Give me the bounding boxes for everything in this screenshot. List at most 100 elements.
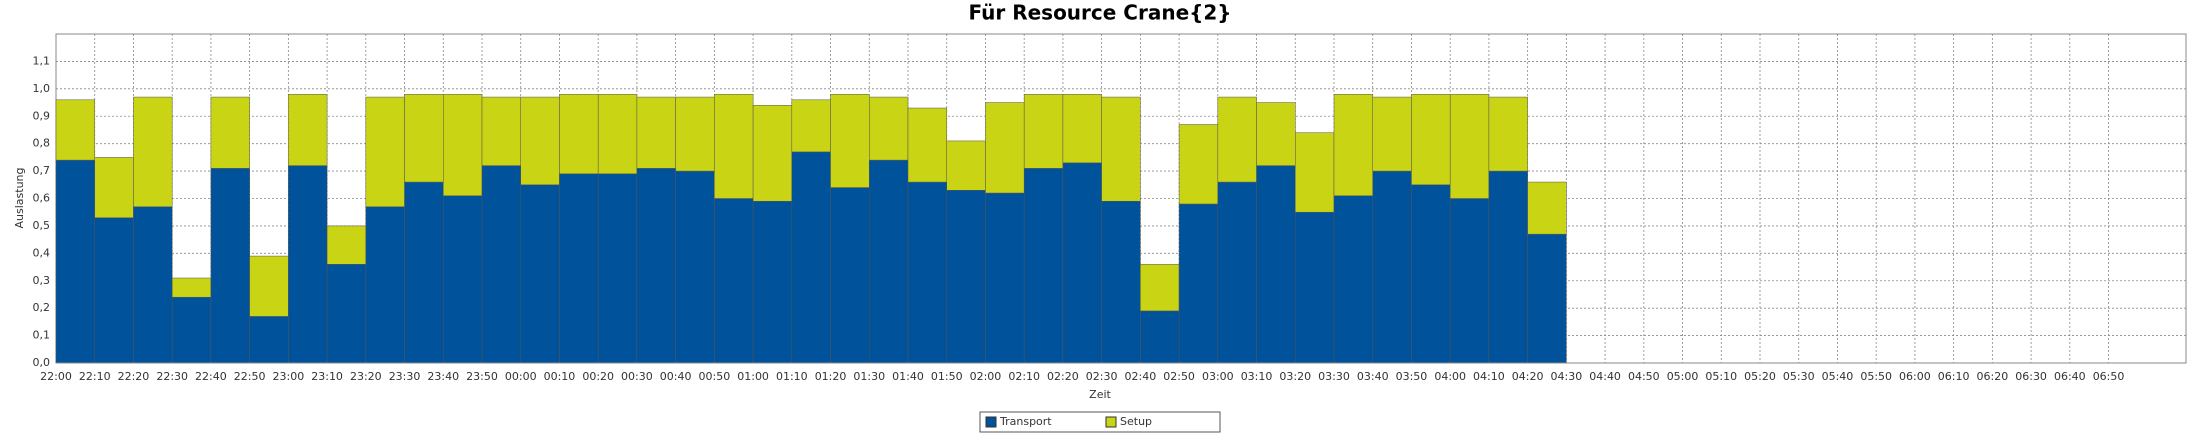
bar-segment: [1527, 233, 1567, 364]
bar-segment: [1295, 132, 1335, 213]
bar-segment: [1488, 96, 1528, 172]
bar-segment: [1411, 184, 1451, 364]
x-tick-label: 22:30: [156, 370, 188, 383]
y-tick-label: 0,9: [33, 109, 51, 122]
bar-segment: [830, 187, 870, 364]
x-tick-label: 01:50: [931, 370, 963, 383]
bar-segment: [1101, 96, 1141, 202]
bar-segment: [830, 94, 870, 188]
bar-segment: [907, 181, 947, 364]
y-tick-label: 0,6: [33, 192, 51, 205]
x-tick-label: 01:30: [853, 370, 885, 383]
x-tick-label: 22:00: [40, 370, 72, 383]
x-tick-label: 04:40: [1589, 370, 1621, 383]
bar-segment: [171, 277, 212, 298]
x-tick-label: 01:10: [776, 370, 808, 383]
x-tick-label: 23:20: [350, 370, 382, 383]
x-tick-label: 06:50: [2093, 370, 2125, 383]
x-tick-label: 06:40: [2054, 370, 2086, 383]
bar-segment: [1062, 94, 1102, 164]
y-tick-label: 0,1: [33, 329, 51, 342]
bar-segment: [752, 200, 793, 364]
bar-segment: [326, 225, 367, 265]
x-tick-label: 06:10: [1938, 370, 1970, 383]
bar-segment: [1023, 168, 1064, 364]
bar-segment: [94, 217, 134, 364]
bar-segment: [1527, 181, 1567, 235]
bar-segment: [1140, 264, 1180, 312]
bar-segment: [94, 157, 134, 218]
bar-segment: [1449, 198, 1490, 364]
y-tick-label: 0,4: [33, 246, 51, 259]
y-tick-label: 1,1: [33, 54, 51, 67]
bar-segment: [288, 94, 328, 166]
y-tick-label: 0,5: [33, 219, 51, 232]
chart-title: Für Resource Crane{2}: [968, 1, 1231, 25]
bar-segment: [520, 96, 560, 186]
bar-segment: [1333, 94, 1373, 197]
x-tick-label: 05:30: [1783, 370, 1815, 383]
bar-segment: [210, 96, 250, 169]
bar-segment: [946, 140, 986, 191]
x-tick-label: 23:40: [427, 370, 459, 383]
x-tick-label: 23:10: [311, 370, 343, 383]
x-tick-label: 05:40: [1822, 370, 1854, 383]
legend-swatch: [1105, 416, 1117, 428]
x-tick-label: 03:00: [1202, 370, 1234, 383]
x-tick-label: 06:30: [2015, 370, 2047, 383]
bar-segment: [559, 94, 599, 175]
legend-box: [979, 411, 1221, 433]
bar-segment: [1372, 96, 1412, 172]
bar-segment: [946, 190, 986, 364]
x-tick-label: 03:10: [1241, 370, 1273, 383]
x-tick-label: 00:00: [505, 370, 537, 383]
x-tick-label: 03:20: [1279, 370, 1311, 383]
x-tick-label: 23:30: [389, 370, 421, 383]
bar-segment: [133, 206, 173, 364]
bar-segment: [365, 206, 405, 364]
x-tick-label: 02:00: [970, 370, 1002, 383]
x-tick-label: 04:20: [1512, 370, 1544, 383]
x-tick-label: 02:10: [1008, 370, 1040, 383]
bar-segment: [404, 181, 444, 364]
bar-segment: [404, 94, 444, 183]
legend-label: Transport: [999, 415, 1052, 428]
bar-segment: [791, 151, 831, 364]
bar-segment: [443, 94, 483, 197]
x-tick-label: 02:40: [1125, 370, 1157, 383]
bar-segment: [714, 198, 754, 364]
bar-segment: [559, 173, 599, 364]
x-tick-label: 03:40: [1357, 370, 1389, 383]
x-tick-label: 04:30: [1551, 370, 1583, 383]
bar-segment: [481, 96, 521, 166]
bar-segment: [636, 96, 676, 169]
x-tick-label: 22:40: [195, 370, 227, 383]
bar-segment: [1062, 162, 1102, 364]
bar-segment: [210, 168, 250, 364]
y-tick-label: 0,0: [33, 356, 51, 369]
x-tick-label: 00:50: [699, 370, 731, 383]
bar-segment: [1023, 94, 1064, 169]
bar-segment: [985, 192, 1025, 364]
x-tick-label: 22:10: [79, 370, 111, 383]
x-tick-label: 01:40: [892, 370, 924, 383]
bar-segment: [675, 96, 715, 172]
x-tick-label: 03:50: [1396, 370, 1428, 383]
bar-segment: [1488, 170, 1528, 364]
bar-segment: [55, 159, 95, 364]
bar-segment: [1178, 203, 1219, 364]
x-tick-label: 00:10: [544, 370, 576, 383]
bar-segment: [1372, 170, 1412, 364]
bar-segment: [636, 168, 676, 364]
bar-segment: [1256, 102, 1296, 166]
y-tick-label: 0,8: [33, 137, 51, 150]
bar-segment: [1101, 200, 1141, 364]
x-tick-label: 04:10: [1473, 370, 1505, 383]
bar-segment: [520, 184, 560, 364]
x-tick-label: 05:50: [1860, 370, 1892, 383]
bar-segment: [1217, 181, 1257, 364]
y-axis-label: Auslastung: [13, 168, 26, 229]
x-tick-label: 06:20: [1977, 370, 2009, 383]
bar-segment: [752, 105, 793, 202]
